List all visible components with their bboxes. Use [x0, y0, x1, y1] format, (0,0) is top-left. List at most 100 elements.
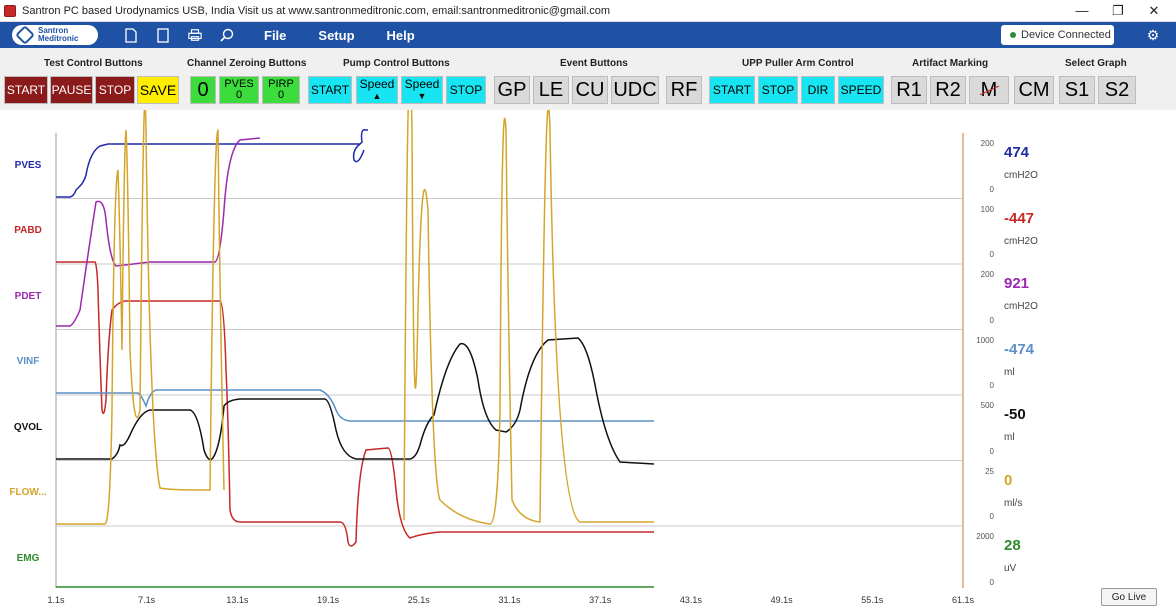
event-udc-button[interactable]: UDC — [611, 76, 659, 104]
x-tick-label: 7.1s — [138, 595, 156, 605]
artifact-r2-button[interactable]: R2 — [930, 76, 966, 104]
select-graph-s2-button[interactable]: S2 — [1098, 76, 1136, 104]
scale-min-label: 0 — [989, 250, 994, 259]
channel-value: -447 — [1004, 209, 1035, 227]
channel-unit: ml — [1004, 432, 1015, 443]
scale-min-label: 0 — [989, 315, 994, 325]
x-tick-label: 19.1s — [317, 595, 340, 605]
pump-stop-button[interactable]: STOP — [446, 76, 486, 104]
print-icon[interactable] — [188, 27, 202, 43]
x-tick-label: 55.1s — [861, 595, 884, 605]
upp-speed-button[interactable]: SPEED — [838, 76, 884, 104]
toolbar: Test Control Buttons Channel Zeroing But… — [0, 48, 1176, 110]
channel-value: -50 — [1004, 406, 1026, 423]
start-button[interactable]: START — [4, 76, 48, 104]
scale-min-label: 0 — [989, 577, 994, 587]
x-tick-label: 43.1s — [679, 595, 702, 605]
minimize-button[interactable]: — — [1075, 3, 1089, 18]
upp-stop-button[interactable]: STOP — [758, 76, 798, 104]
save-button[interactable]: SAVE — [137, 76, 179, 104]
zero-pirp-label: PIRP — [268, 78, 294, 90]
artifact-m-button[interactable]: M — [969, 76, 1009, 104]
zero-pves-label: PVES — [224, 78, 254, 90]
channel-unit: cmH2O — [1004, 301, 1038, 312]
gear-icon[interactable]: ⚙ — [1146, 26, 1160, 43]
status-dot-icon — [1010, 32, 1016, 38]
group-label-test-control: Test Control Buttons — [44, 58, 143, 69]
scale-min-label: 0 — [989, 512, 994, 521]
event-le-button[interactable]: LE — [533, 76, 569, 104]
go-live-button[interactable]: Go Live — [1101, 588, 1157, 606]
channel-label: VINF — [16, 356, 40, 368]
scale-max-label: 2000 — [976, 532, 994, 541]
scale-max-label: 200 — [980, 270, 994, 279]
x-tick-label: 61.1s — [951, 595, 975, 605]
scale-max-label: 25 — [985, 466, 994, 476]
scale-max-label: 100 — [980, 204, 994, 214]
vinf-trace — [56, 389, 654, 422]
upp-start-button[interactable]: START — [709, 76, 755, 104]
traces-plot — [55, 110, 964, 588]
zero-pves-button[interactable]: PVES 0 — [219, 76, 259, 104]
logo-mark-icon — [15, 25, 35, 45]
zero-pirp-button[interactable]: PIRP 0 — [262, 76, 300, 104]
select-graph-s1-button[interactable]: S1 — [1059, 76, 1095, 104]
new-file-icon[interactable] — [124, 27, 138, 43]
menu-file[interactable]: File — [264, 27, 287, 43]
channel-unit: cmH2O — [1004, 235, 1038, 247]
speed-down-label: Speed — [404, 77, 440, 91]
stop-button[interactable]: STOP — [95, 76, 135, 104]
flow-trace — [56, 110, 654, 525]
channel-value: 0 — [1004, 471, 1013, 489]
x-tick-label: 1.1s — [47, 595, 65, 605]
menu-help[interactable]: Help — [386, 27, 415, 43]
pump-start-button[interactable]: START — [308, 76, 352, 104]
menu-setup[interactable]: Setup — [318, 27, 355, 43]
arrow-up-icon: ▲ — [372, 91, 382, 101]
scale-max-label: 200 — [980, 139, 994, 148]
event-cu-button[interactable]: CU — [572, 76, 608, 104]
channel-label: EMG — [16, 552, 40, 564]
pause-button[interactable]: PAUSE — [50, 76, 93, 104]
pdet-trace — [56, 137, 261, 327]
channel-value: -474 — [1004, 340, 1035, 358]
artifact-m-label: M — [980, 78, 998, 101]
title-bar: Santron PC based Urodynamics USB, India … — [0, 0, 1176, 22]
santron-logo: Santron Meditronic — [12, 25, 98, 45]
window-title: Santron PC based Urodynamics USB, India … — [22, 4, 611, 17]
pabd-trace — [56, 261, 654, 547]
maximize-button[interactable]: ❐ — [1112, 2, 1124, 18]
menu-bar: Santron Meditronic File Setup Help Devic… — [0, 22, 1176, 48]
x-tick-label: 13.1s — [226, 595, 249, 605]
channel-label: PABD — [14, 225, 42, 237]
artifact-cm-button[interactable]: CM — [1014, 76, 1054, 104]
upp-dir-button[interactable]: DIR — [801, 76, 835, 104]
artifact-r1-button[interactable]: R1 — [891, 76, 927, 104]
zero-all-button[interactable]: 0 — [190, 76, 216, 104]
logo-line1: Santron — [38, 26, 69, 35]
channel-unit: ml/s — [1004, 497, 1023, 509]
urodynamics-chart: PVES 474 cmH2O 200 0 PABD -447 cmH2O 100 0 PDET 921… — [0, 110, 1176, 610]
channel-value: 474 — [1004, 144, 1030, 161]
x-tick-label: 49.1s — [770, 595, 793, 605]
device-status-text: Device Connected — [1021, 29, 1111, 41]
scale-min-label: 0 — [989, 381, 994, 390]
pump-speed-up-button[interactable]: Speed ▲ — [356, 76, 398, 104]
channel-label: QVOL — [13, 421, 43, 433]
logo-line2: Meditronic — [38, 34, 79, 43]
zero-pves-value: 0 — [235, 89, 243, 101]
event-rf-button[interactable]: RF — [666, 76, 702, 104]
search-icon[interactable] — [220, 27, 234, 43]
group-label-upp: UPP Puller Arm Control — [742, 58, 854, 69]
x-tick-label: 25.1s — [407, 595, 430, 605]
x-tick-label: 37.1s — [589, 595, 612, 605]
group-label-pump-control: Pump Control Buttons — [343, 58, 450, 69]
device-status-badge: Device Connected — [1001, 25, 1114, 45]
channel-label: PVES — [14, 159, 42, 171]
close-button[interactable]: ✕ — [1148, 2, 1160, 18]
pump-speed-down-button[interactable]: Speed ▼ — [401, 76, 443, 104]
open-file-icon[interactable] — [156, 27, 170, 43]
event-gp-button[interactable]: GP — [494, 76, 530, 104]
channel-label: FLOW... — [9, 487, 47, 499]
group-label-artifact: Artifact Marking — [912, 58, 989, 69]
